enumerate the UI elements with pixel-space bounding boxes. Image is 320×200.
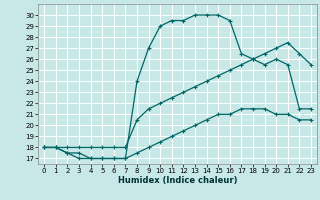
X-axis label: Humidex (Indice chaleur): Humidex (Indice chaleur) (118, 176, 237, 185)
